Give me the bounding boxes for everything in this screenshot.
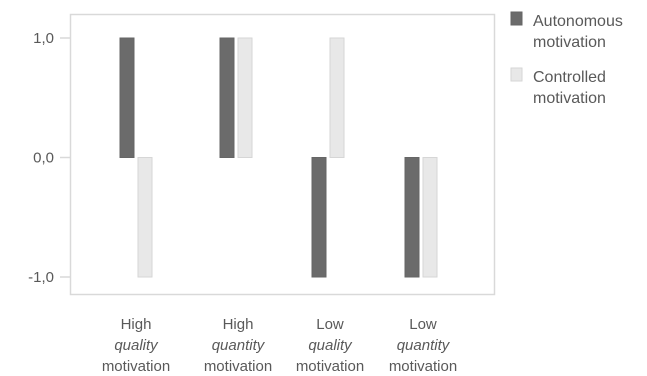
bar-autonomous-1 (119, 37, 135, 158)
category-label-line: quality (114, 337, 159, 354)
category-label-line: quality (308, 337, 353, 354)
bar-autonomous-3 (311, 157, 327, 278)
category-label-line: Low (316, 316, 344, 333)
y-tick-label: -1,0 (28, 269, 54, 286)
plot-frame (69, 13, 496, 296)
category-label-line: motivation (102, 358, 170, 375)
legend-swatch-controlled (510, 67, 523, 82)
bar-controlled-2 (237, 37, 253, 158)
legend-label: Autonomous (533, 13, 623, 30)
bar-controlled-3 (329, 37, 345, 158)
category-label-line: High (223, 316, 254, 333)
bar-autonomous-4 (404, 157, 420, 278)
category-label-line: quantity (397, 337, 451, 354)
y-tick-label: 0,0 (33, 150, 54, 167)
category-label-line: motivation (389, 358, 457, 375)
category-label-line: Low (409, 316, 437, 333)
category-label-line: motivation (296, 358, 364, 375)
y-tick-label: 1,0 (33, 30, 54, 47)
legend-label: Controlled (533, 69, 606, 86)
category-label-line: High (121, 316, 152, 333)
legend-label: motivation (533, 90, 606, 107)
bar-controlled-1 (137, 157, 153, 278)
category-label-line: motivation (204, 358, 272, 375)
bar-autonomous-2 (219, 37, 235, 158)
category-label-line: quantity (212, 337, 266, 354)
legend-swatch-autonomous (510, 11, 523, 26)
legend-label: motivation (533, 34, 606, 51)
bar-controlled-4 (422, 157, 438, 278)
